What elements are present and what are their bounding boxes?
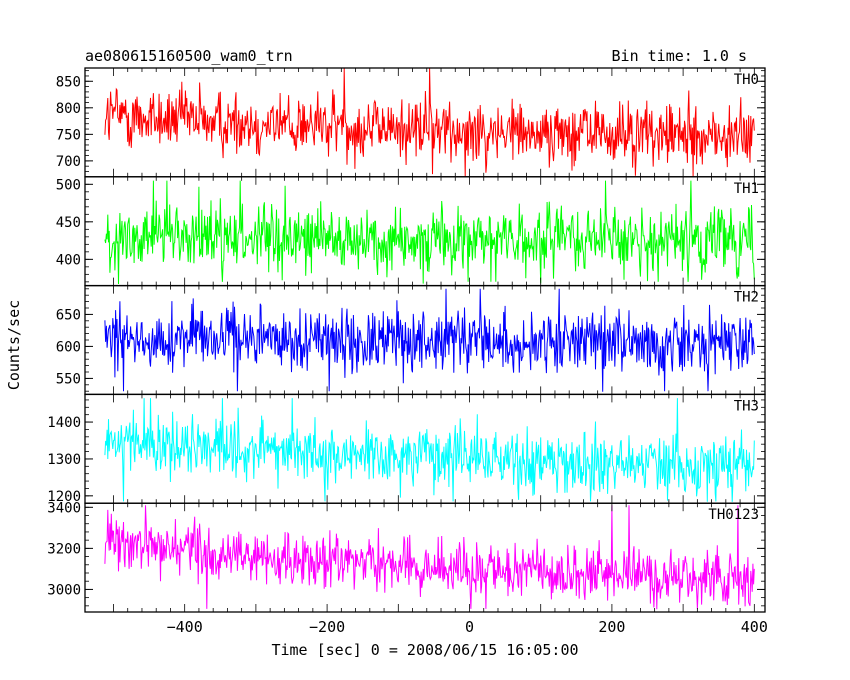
y-tick-label: 3400	[47, 500, 81, 516]
panel-th3: 1200 1300 1400 TH3	[47, 393, 766, 505]
series-line-th2	[104, 288, 755, 392]
y-tick-label: 550	[56, 371, 81, 387]
x-tick-label: −200	[309, 618, 345, 636]
panel-th1: 400 450 500 TH1	[56, 176, 766, 287]
panel-label-th0123: TH0123	[708, 507, 759, 523]
y-tick-label: 1200	[47, 489, 81, 505]
panel-label-th1: TH1	[734, 181, 759, 197]
x-tick-label: 200	[598, 618, 625, 636]
y-tick-label: 750	[56, 127, 81, 143]
y-axis-label: Counts/sec	[5, 300, 23, 390]
panel-label-th0: TH0	[734, 72, 759, 88]
y-tick-label: 850	[56, 74, 81, 90]
x-tick-label: 400	[741, 618, 768, 636]
series-line-th0	[104, 68, 755, 177]
y-tick-label: 400	[56, 252, 81, 268]
y-tick-label: 3000	[47, 582, 81, 598]
panel-frame	[84, 502, 766, 613]
x-tick-label: −400	[167, 618, 203, 636]
panel-label-th3: TH3	[734, 398, 759, 414]
y-tick-label: 700	[56, 154, 81, 170]
panel-th2: 550 600 650 TH2	[56, 284, 766, 396]
series-line-th3	[104, 398, 755, 502]
series-line-th1	[104, 180, 755, 285]
plot-title: ae080615160500_wam0_trn	[85, 47, 293, 65]
y-tick-label: 1400	[47, 415, 81, 431]
y-tick-label: 1300	[47, 452, 81, 468]
y-tick-label: 800	[56, 101, 81, 117]
series-line-th0123	[104, 505, 755, 610]
y-tick-label: 600	[56, 339, 81, 355]
y-tick-label: 450	[56, 215, 81, 231]
panel-label-th2: TH2	[734, 290, 759, 306]
x-axis-label: Time [sec] 0 = 2008/06/15 16:05:00	[271, 641, 578, 659]
panel-th0123: 3000 3200 3400 TH0123	[47, 500, 766, 613]
panels-group: 700 750 800 850 TH0 400 450 500 TH1 550 600 650 TH2 1…	[47, 67, 766, 613]
x-tick-label: 0	[465, 618, 474, 636]
y-tick-label: 500	[56, 177, 81, 193]
bin-time-label: Bin time: 1.0 s	[612, 47, 747, 65]
y-tick-label: 3200	[47, 541, 81, 557]
x-axis: −400 −200 0 200 400	[167, 618, 768, 636]
y-tick-label: 650	[56, 307, 81, 323]
panel-th0: 700 750 800 850 TH0	[56, 67, 766, 178]
